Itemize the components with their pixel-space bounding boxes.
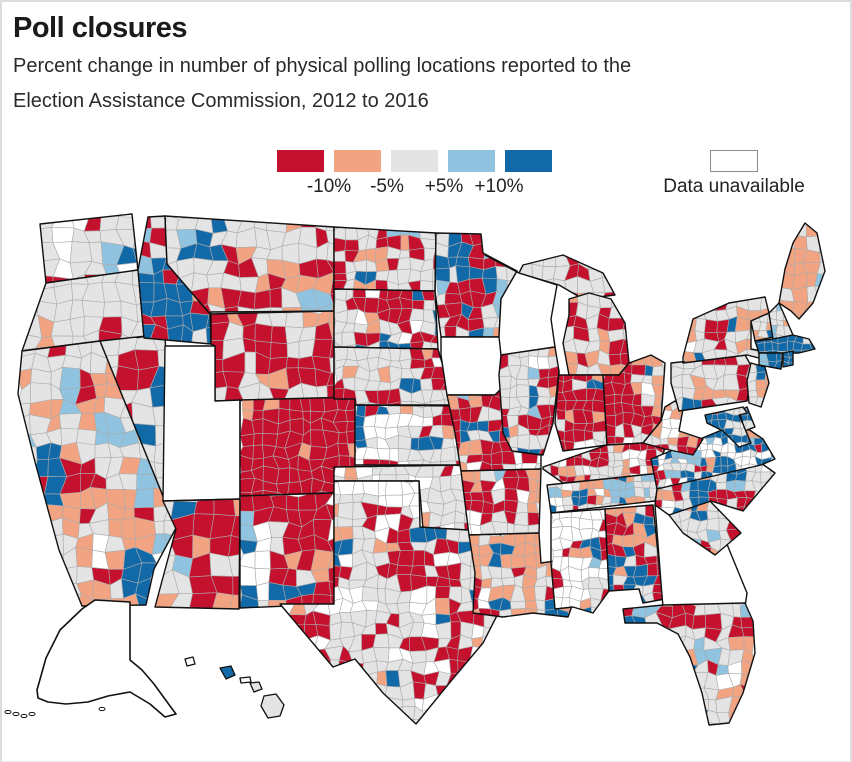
state-ks [355, 405, 464, 465]
legend-label-minus10: -10% [306, 176, 352, 197]
state-ia [441, 337, 506, 395]
hawaii-inset [184, 656, 285, 719]
page-title: Poll closures [13, 12, 188, 44]
state-ar [461, 469, 541, 535]
state-ms [551, 509, 609, 613]
subtitle-line-2: Election Assistance Commission, 2012 to … [13, 90, 429, 112]
legend-swatch-increase-5-to-10 [448, 150, 495, 172]
legend: -10% -5% +5% +10% Data unavailable [2, 2, 850, 202]
data-unavailable-label: Data unavailable [663, 176, 805, 197]
state-nd [334, 227, 436, 291]
legend-label-minus5: -5% [370, 176, 404, 197]
state-wy [211, 311, 334, 401]
subtitle-line-1: Percent change in number of physical pol… [13, 55, 632, 77]
legend-label-plus10: +10% [474, 176, 524, 197]
legend-label-plus5: +5% [424, 176, 464, 197]
data-unavailable-swatch [710, 150, 758, 172]
legend-swatch-little-change [391, 150, 438, 172]
alaska-inset [4, 599, 177, 719]
state-fl [623, 603, 755, 725]
state-ut [163, 346, 240, 501]
legend-swatch-decrease-5-to-10 [334, 150, 381, 172]
legend-swatch-decrease-10-or-more [277, 150, 324, 172]
legend-color-scale [277, 150, 552, 172]
legend-swatch-increase-10-or-more [505, 150, 552, 172]
state-nm [240, 493, 334, 608]
state-me [779, 223, 825, 319]
subtitle: Percent change in number of physical pol… [13, 49, 833, 119]
state-m2 [563, 293, 629, 375]
